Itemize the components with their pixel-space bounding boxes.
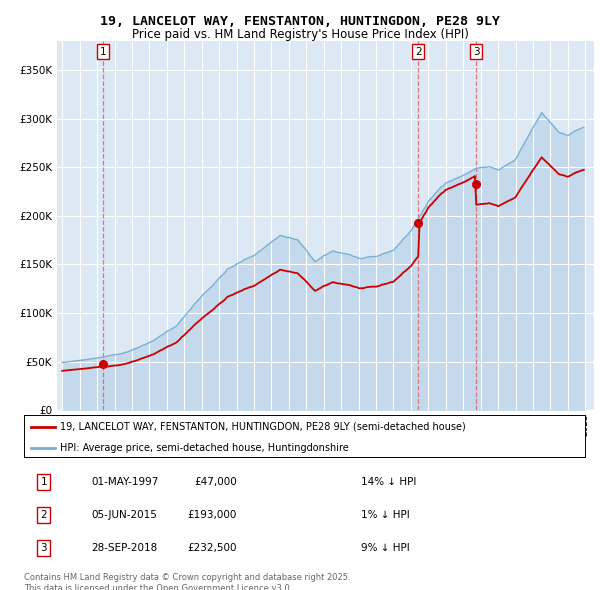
- Text: 1: 1: [40, 477, 47, 487]
- Text: 1% ↓ HPI: 1% ↓ HPI: [361, 510, 409, 520]
- Text: 05-JUN-2015: 05-JUN-2015: [91, 510, 157, 520]
- Text: 1: 1: [100, 47, 106, 57]
- Text: 9% ↓ HPI: 9% ↓ HPI: [361, 543, 409, 553]
- Text: 01-MAY-1997: 01-MAY-1997: [91, 477, 158, 487]
- Text: 28-SEP-2018: 28-SEP-2018: [91, 543, 158, 553]
- Text: Contains HM Land Registry data © Crown copyright and database right 2025.
This d: Contains HM Land Registry data © Crown c…: [24, 573, 350, 590]
- Text: 19, LANCELOT WAY, FENSTANTON, HUNTINGDON, PE28 9LY: 19, LANCELOT WAY, FENSTANTON, HUNTINGDON…: [100, 15, 500, 28]
- Text: £232,500: £232,500: [188, 543, 237, 553]
- Text: 3: 3: [40, 543, 47, 553]
- Text: £193,000: £193,000: [188, 510, 237, 520]
- Text: 2: 2: [40, 510, 47, 520]
- Text: 19, LANCELOT WAY, FENSTANTON, HUNTINGDON, PE28 9LY (semi-detached house): 19, LANCELOT WAY, FENSTANTON, HUNTINGDON…: [61, 422, 466, 432]
- Text: Price paid vs. HM Land Registry's House Price Index (HPI): Price paid vs. HM Land Registry's House …: [131, 28, 469, 41]
- Text: 14% ↓ HPI: 14% ↓ HPI: [361, 477, 416, 487]
- Text: 3: 3: [473, 47, 479, 57]
- Text: £47,000: £47,000: [194, 477, 237, 487]
- Text: HPI: Average price, semi-detached house, Huntingdonshire: HPI: Average price, semi-detached house,…: [61, 443, 349, 453]
- Text: 2: 2: [415, 47, 422, 57]
